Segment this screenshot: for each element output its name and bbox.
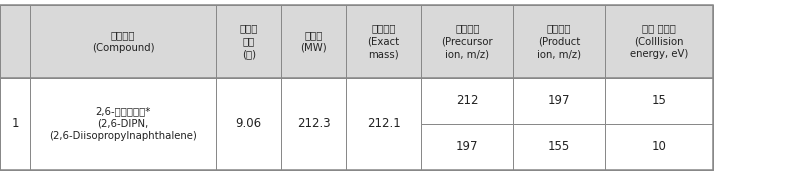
Bar [513, 124, 605, 170]
Bar [281, 5, 346, 78]
Text: 197: 197 [548, 94, 570, 107]
Bar [605, 78, 713, 124]
Bar [216, 5, 281, 78]
Bar [281, 78, 346, 170]
Bar [0, 5, 30, 78]
Text: 분석성분
(Compound): 분석성분 (Compound) [92, 30, 154, 53]
Text: 212: 212 [456, 94, 478, 107]
Bar [346, 5, 421, 78]
Bar [30, 78, 216, 170]
Text: 9.06: 9.06 [236, 117, 261, 130]
Text: 15: 15 [652, 94, 666, 107]
Text: 분자량
(MW): 분자량 (MW) [300, 30, 327, 53]
Text: 머무름
시간
(분): 머무름 시간 (분) [239, 24, 258, 59]
Bar [216, 78, 281, 170]
Bar [421, 5, 513, 78]
Text: 1: 1 [11, 117, 19, 130]
Text: 212.3: 212.3 [297, 117, 330, 130]
Bar [605, 124, 713, 170]
Text: 155: 155 [548, 140, 570, 153]
Text: 충돌 에너지
(Colllision
energy, eV): 충돌 에너지 (Colllision energy, eV) [630, 24, 688, 59]
Bar [30, 5, 216, 78]
Text: 10: 10 [652, 140, 666, 153]
Bar [421, 124, 513, 170]
Text: 197: 197 [456, 140, 478, 153]
Text: 관측질량
(Exact
mass): 관측질량 (Exact mass) [367, 24, 400, 59]
Text: 생성이온
(Product
ion, m/z): 생성이온 (Product ion, m/z) [537, 24, 581, 59]
Text: 2,6-디아이피엔*
(2,6-DIPN,
(2,6-Diisopropylnaphthalene): 2,6-디아이피엔* (2,6-DIPN, (2,6-Diisopropylna… [49, 106, 197, 142]
Bar [513, 78, 605, 124]
Bar [421, 78, 513, 124]
Bar [0, 78, 30, 170]
Text: 212.1: 212.1 [367, 117, 401, 130]
Bar [513, 5, 605, 78]
Bar [346, 78, 421, 170]
Text: 선구이온
(Precursor
ion, m/z): 선구이온 (Precursor ion, m/z) [441, 24, 493, 59]
Bar [605, 5, 713, 78]
